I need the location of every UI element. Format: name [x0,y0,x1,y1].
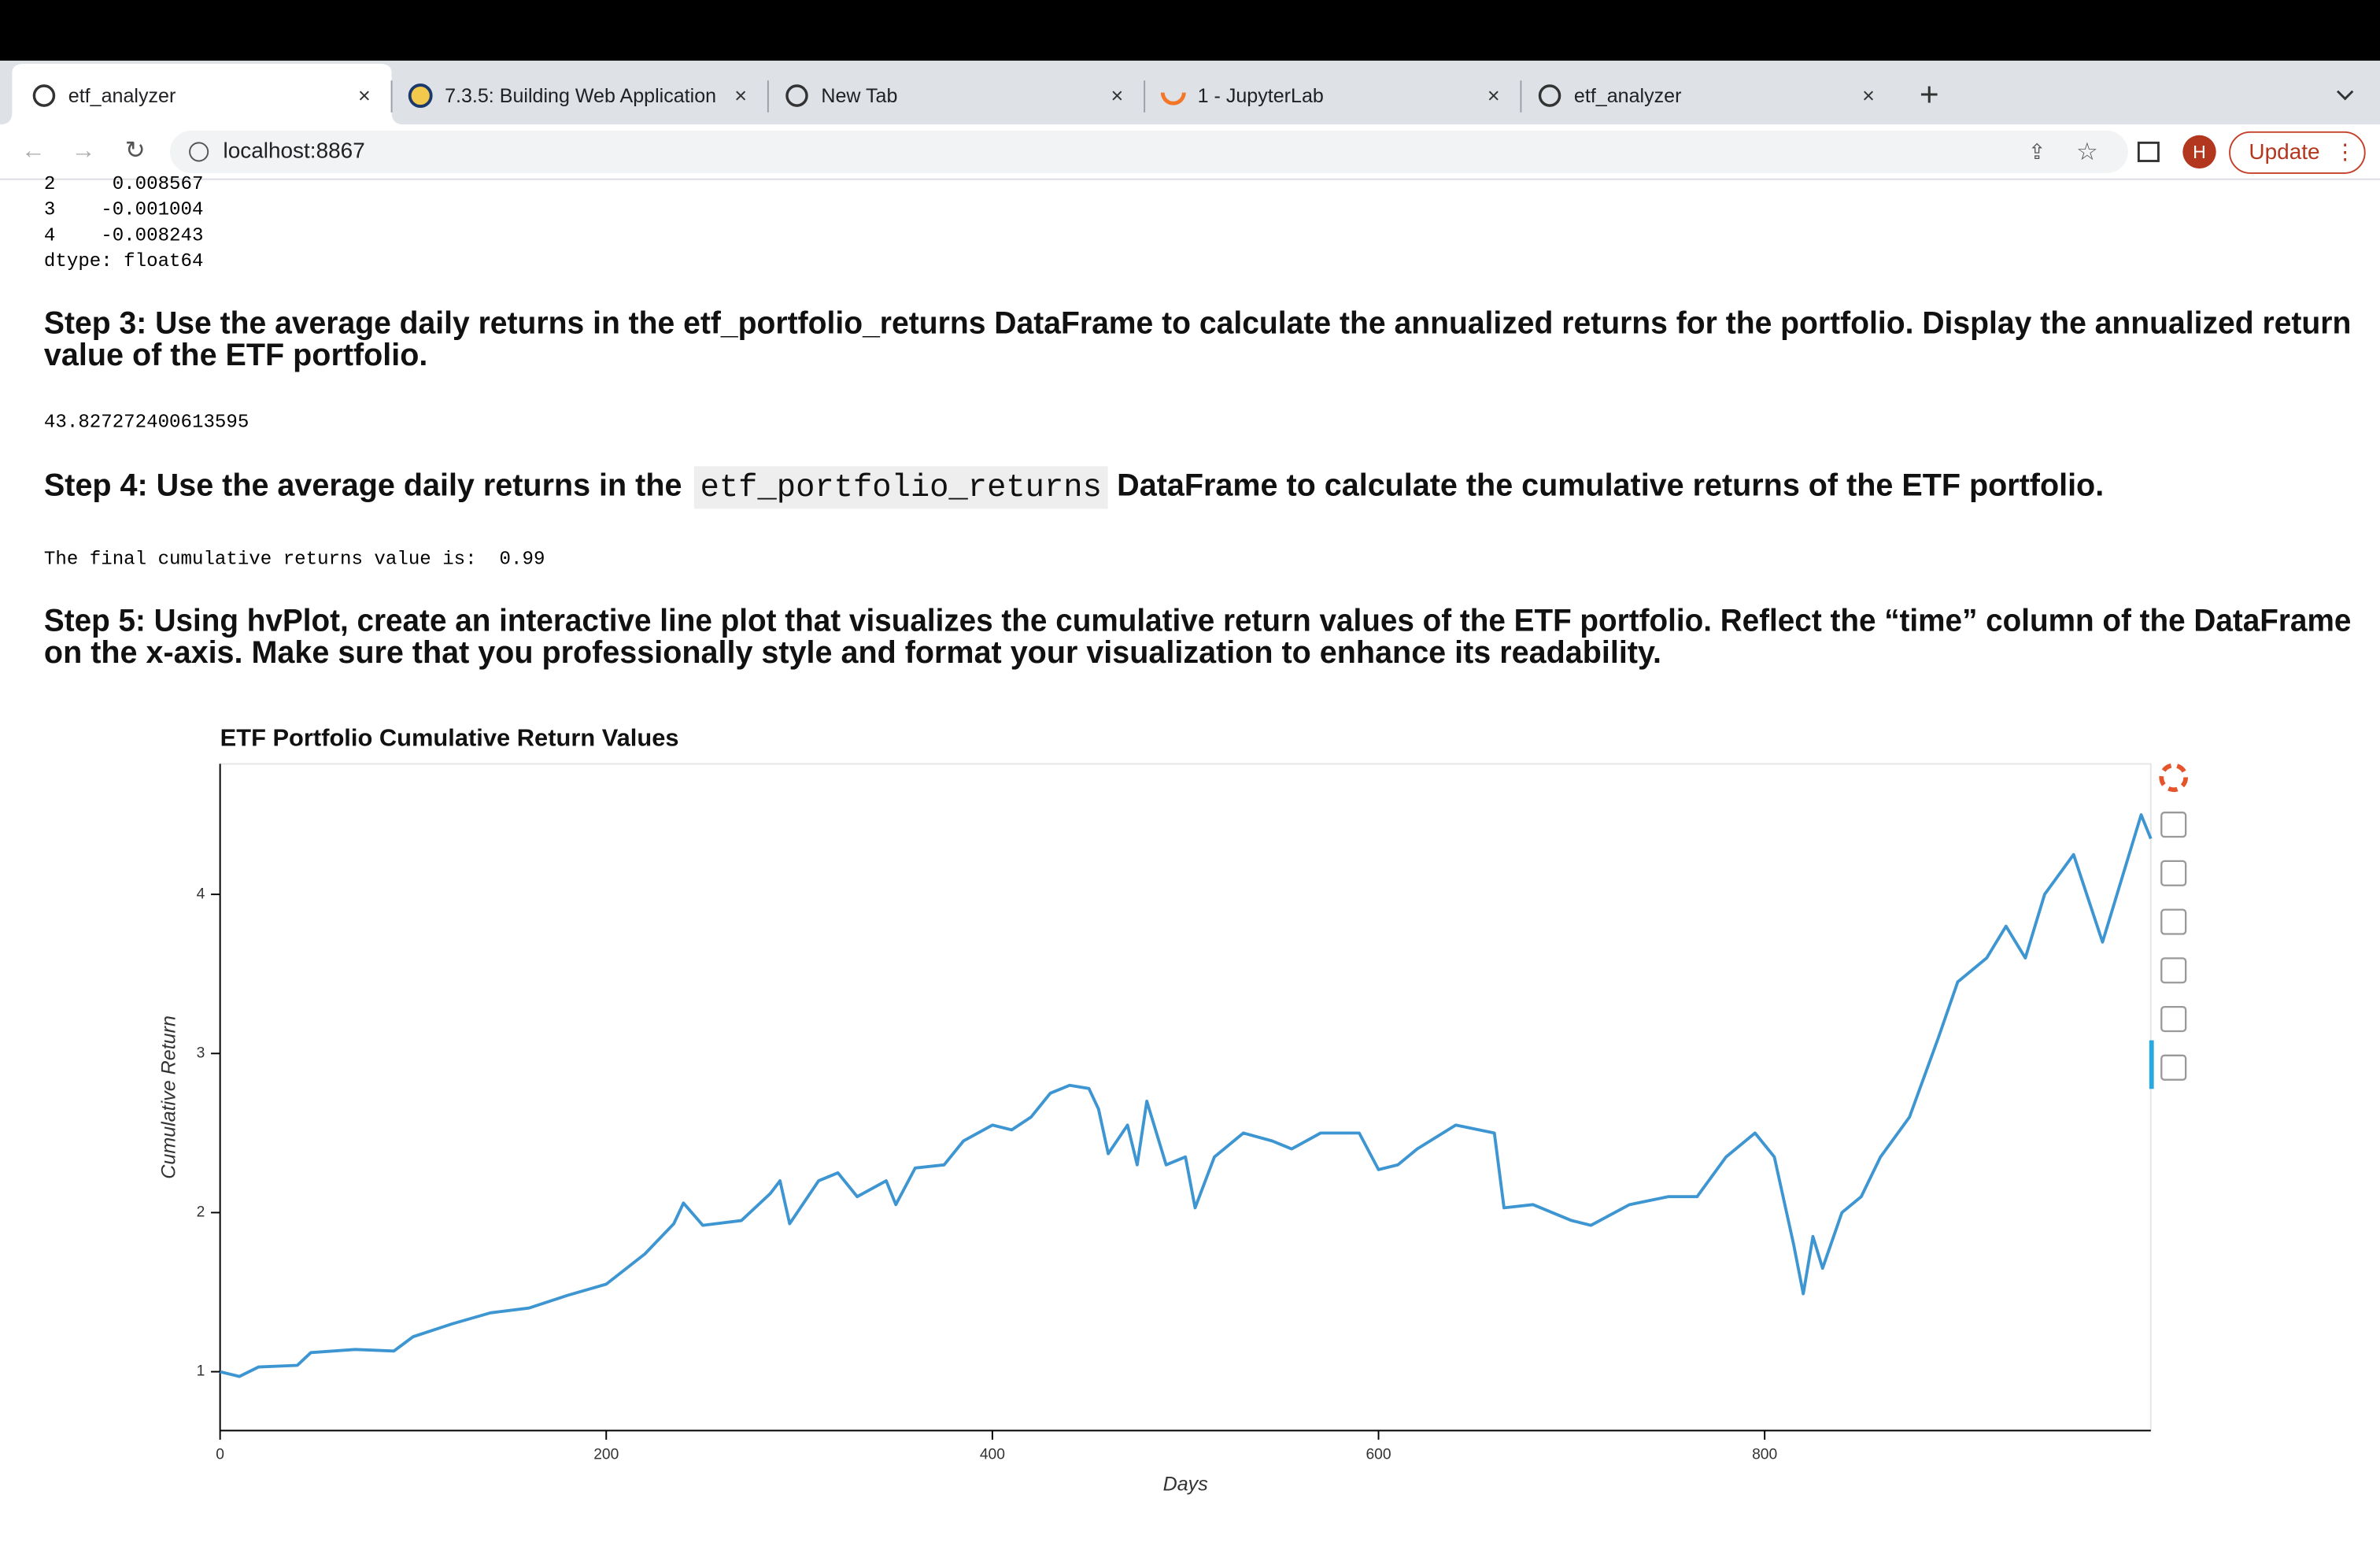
step-heading: value of the ETF portfolio. [44,338,427,372]
tab-menu[interactable] [2336,90,2354,101]
profile-letter[interactable]: H [2193,142,2206,162]
tab-close[interactable]: × [734,84,747,108]
tab-close[interactable]: × [1488,84,1500,108]
tab-list: etf_analyzer × 7.3.5: Building Web Applica… [32,80,1875,113]
bokeh-logo[interactable] [2159,763,2189,793]
back-button[interactable]: ← [21,136,46,164]
bookmark-icon[interactable]: ☆ [2076,138,2098,165]
y-tick-label: 2 [197,1204,205,1221]
update-button[interactable] [2229,131,2366,174]
y-axis-label: Cumulative Return [158,1015,180,1179]
wheel-zoom-tool[interactable] [2160,908,2187,935]
output-line: 4 -0.008243 [44,225,204,246]
inline-code: etf_portfolio_returns [700,470,1102,506]
reload-button[interactable]: ↻ [125,136,146,164]
step-heading: DataFrame to calculate the cumulative re… [1117,468,2104,503]
tab-favicon [408,83,433,108]
tab-title[interactable]: etf_analyzer [1574,85,1682,107]
step-heading: on the x-axis. Make sure that you profes… [44,635,1661,670]
chart-title: ETF Portfolio Cumulative Return Values [220,724,679,752]
tab-close[interactable]: × [358,84,371,108]
line-series [220,813,2153,1378]
output-line: 3 -0.001004 [44,200,204,221]
update-label[interactable]: Update [2249,139,2319,164]
new-tab-button[interactable]: + [1920,76,1939,113]
box-zoom-tool[interactable] [2160,860,2187,886]
share-icon[interactable]: ⇪ [2028,140,2046,164]
x-tick-label: 600 [1366,1446,1391,1463]
x-tick-label: 200 [593,1446,619,1463]
toolbar-active-indicator [2149,1040,2154,1089]
address-bar[interactable] [170,130,2128,173]
forward-button[interactable]: → [72,136,96,164]
active-tab [0,64,404,125]
profile-avatar[interactable] [2182,135,2216,169]
tab-title[interactable]: New Tab [821,85,897,107]
tab-title[interactable]: etf_analyzer [68,85,176,107]
plot-frame [219,763,2152,1432]
y-tick-label: 4 [197,886,205,902]
tab-title[interactable]: 7.3.5: Building Web Application [445,85,716,107]
x-tick-label: 400 [980,1446,1005,1463]
tab-close[interactable]: × [1862,84,1875,108]
top-bar [0,0,2380,61]
save-tool[interactable] [2160,957,2187,984]
tab-close[interactable]: × [1111,84,1124,108]
x-axis-label: Days [1163,1473,1209,1495]
pan-tool[interactable] [2160,812,2187,838]
output-text: 43.827272400613595 [44,412,249,434]
tab-favicon [1160,92,1186,105]
hover-tool[interactable] [2160,1054,2187,1081]
y-tick-label: 3 [197,1045,205,1061]
address-text[interactable]: localhost:8867 [224,138,365,162]
tab-strip [0,61,2380,125]
step-heading: Step 4: Use the average daily returns in… [44,468,682,503]
site-info-icon[interactable] [189,142,209,162]
notebook-content: 2 0.008567 3 -0.001004 4 -0.008243 dtype: f… [44,174,2351,670]
tab-favicon [32,84,56,107]
tab-favicon [785,84,808,107]
reset-tool[interactable] [2160,1005,2187,1033]
inline-code-background [693,466,1108,509]
update-menu-dots[interactable]: ⋮ [2334,140,2356,164]
chart: ETF Portfolio Cumulative Return Values 1 2… [158,724,2189,1495]
step-heading: Step 5: Using hvPlot, create an interact… [44,603,2351,638]
x-tick-label: 0 [216,1446,224,1463]
output-text: The final cumulative returns value is: 0… [44,549,545,570]
y-tick-label: 1 [197,1363,205,1380]
tab-favicon [1538,84,1561,107]
tab-title[interactable]: 1 - JupyterLab [1198,85,1324,107]
side-panel-icon[interactable] [2137,141,2160,162]
step-heading: Step 3: Use the average daily returns in… [44,305,2351,340]
output-line: 2 0.008567 [44,174,204,195]
output-line: dtype: float64 [44,251,204,272]
x-tick-label: 800 [1752,1446,1777,1463]
